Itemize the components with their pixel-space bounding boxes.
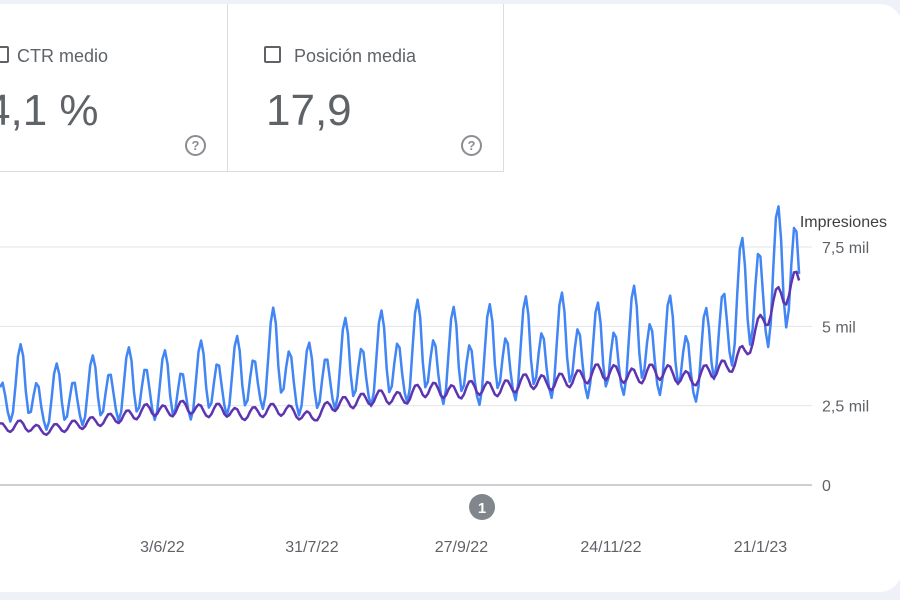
y-tick-label: 2,5 mil [822, 399, 869, 416]
ctr-checkbox[interactable] [0, 46, 9, 63]
y-tick-label: 0 [822, 478, 831, 495]
clicks-line [0, 270, 801, 437]
x-tick-label: 27/9/22 [435, 539, 488, 556]
position-label: Posición media [294, 46, 417, 66]
help-circle-icon[interactable]: ? [461, 135, 482, 156]
metric-card-ctr[interactable]: CTR medio 4,1 % ? [0, 4, 228, 172]
x-tick-label: 31/7/22 [285, 539, 338, 556]
y-tick-label: 7,5 mil [822, 240, 869, 257]
position-value: 17,9 [266, 86, 352, 135]
x-tick-label: 3/6/22 [140, 539, 185, 556]
y-axis-title: Impresiones [800, 214, 887, 231]
x-tick-label: 21/1/23 [734, 539, 787, 556]
position-checkbox[interactable] [264, 46, 281, 63]
ctr-value: 4,1 % [0, 86, 99, 135]
help-circle-icon[interactable]: ? [185, 135, 206, 156]
impressions-line [0, 205, 801, 431]
annotation-marker [469, 494, 496, 520]
metric-card-position[interactable]: Posición media 17,9 ? [228, 4, 504, 172]
annotation-label: 1 [478, 500, 486, 517]
y-tick-label: 5 mil [822, 319, 856, 336]
x-tick-label: 24/11/22 [580, 539, 641, 556]
ctr-label: CTR medio [17, 46, 109, 66]
